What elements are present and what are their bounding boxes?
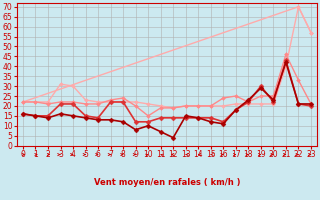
- X-axis label: Vent moyen/en rafales ( km/h ): Vent moyen/en rafales ( km/h ): [94, 178, 240, 187]
